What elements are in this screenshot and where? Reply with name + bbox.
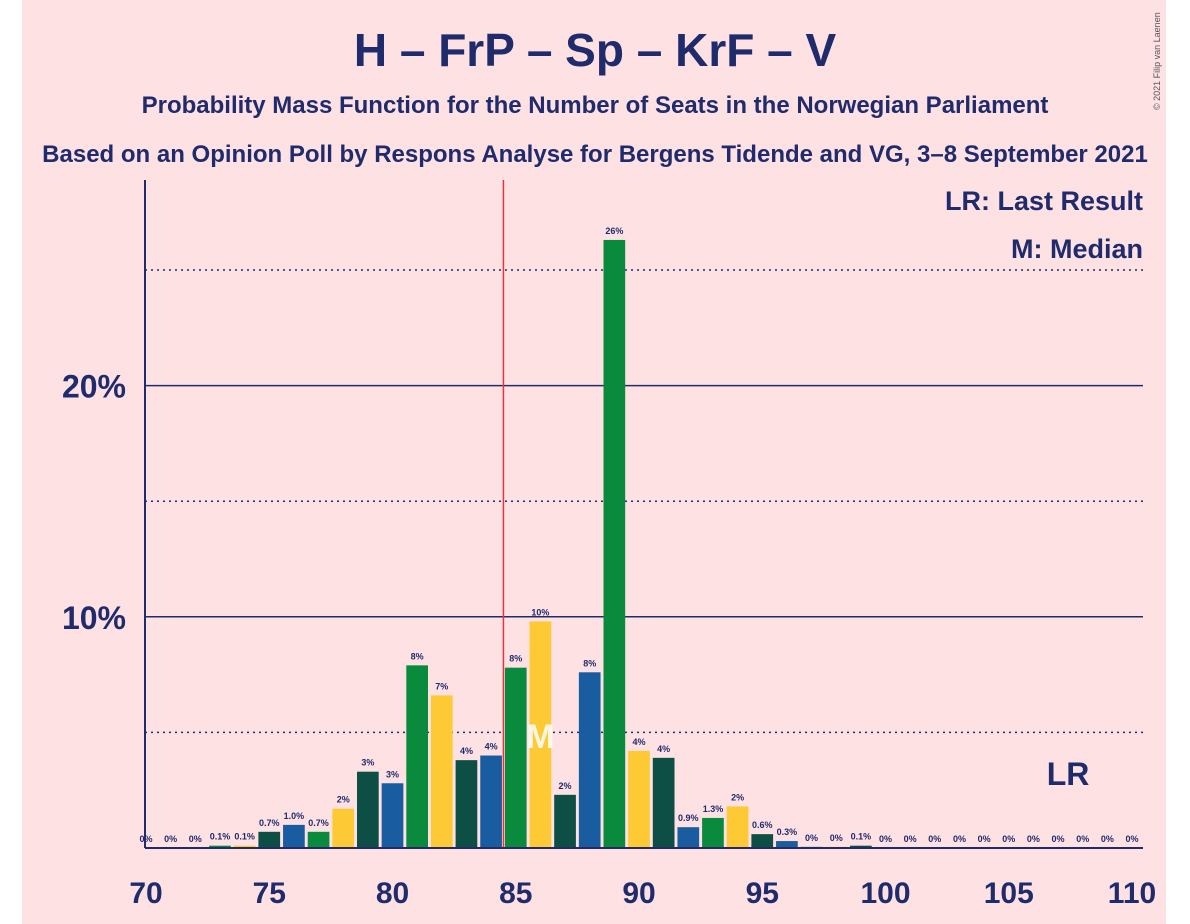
bar-78 — [332, 808, 355, 848]
bar-label-82: 7% — [435, 681, 448, 691]
bar-94 — [726, 806, 749, 848]
bar-80 — [381, 783, 404, 848]
x-tick-75: 75 — [253, 877, 286, 910]
legend-last-result: LR: Last Result — [945, 186, 1143, 216]
bar-87 — [554, 794, 576, 848]
last-result-marker: LR — [1047, 756, 1090, 792]
bar-label-101: 0% — [904, 834, 917, 844]
bar-90 — [628, 750, 650, 848]
bar-label-72: 0% — [189, 834, 202, 844]
bar-label-81: 8% — [411, 651, 424, 661]
outer-white-border-left — [0, 0, 22, 924]
legend-median: M: Median — [1011, 234, 1143, 264]
bar-label-86: 10% — [531, 607, 549, 617]
bar-label-91: 4% — [657, 744, 670, 754]
bar-label-85: 8% — [509, 654, 522, 664]
bar-label-90: 4% — [632, 737, 645, 747]
bar-86 — [529, 621, 552, 848]
bar-82 — [430, 695, 453, 848]
bar-label-109: 0% — [1101, 834, 1114, 844]
bar-92 — [677, 827, 700, 848]
bar-label-110: 0% — [1125, 834, 1138, 844]
y-tick-10: 10% — [62, 600, 126, 636]
bar-label-80: 3% — [386, 769, 399, 779]
bar-label-105: 0% — [1002, 834, 1015, 844]
x-tick-100: 100 — [860, 877, 910, 910]
bar-label-107: 0% — [1052, 834, 1065, 844]
bar-label-79: 3% — [361, 758, 374, 768]
y-tick-labels: 10% 20% — [62, 369, 126, 636]
outer-white-border-right — [1166, 0, 1190, 924]
bar-77 — [307, 831, 330, 848]
bar-label-97: 0% — [805, 833, 818, 843]
x-tick-labels: 70 75 80 85 90 95 100 105 110 — [129, 877, 1156, 910]
bar-label-87: 2% — [559, 781, 572, 791]
bar-label-75: 0.7% — [259, 818, 280, 828]
x-tick-85: 85 — [499, 877, 532, 910]
bar-label-104: 0% — [978, 834, 991, 844]
x-tick-90: 90 — [622, 877, 655, 910]
bar-label-106: 0% — [1027, 834, 1040, 844]
y-tick-20: 20% — [62, 369, 126, 405]
x-tick-70: 70 — [129, 877, 162, 910]
x-tick-95: 95 — [746, 877, 779, 910]
bar-label-99: 0.1% — [851, 832, 872, 842]
bar-75 — [258, 831, 281, 848]
bar-84 — [480, 755, 502, 848]
bar-label-78: 2% — [337, 795, 350, 805]
chart-subtitle: Probability Mass Function for the Number… — [142, 92, 1049, 119]
bar-81 — [406, 665, 428, 848]
x-tick-105: 105 — [984, 877, 1034, 910]
copyright-text: © 2021 Filip van Laenen — [1152, 12, 1162, 110]
bar-91 — [652, 757, 675, 848]
bar-label-108: 0% — [1076, 834, 1089, 844]
bar-73 — [209, 845, 231, 848]
bar-label-77: 0.7% — [308, 818, 329, 828]
bar-label-96: 0.3% — [777, 827, 798, 837]
bar-label-73: 0.1% — [210, 832, 231, 842]
bar-label-88: 8% — [583, 658, 596, 668]
bar-83 — [455, 760, 478, 848]
bar-label-100: 0% — [879, 834, 892, 844]
bar-label-98: 0% — [830, 833, 843, 843]
bar-label-102: 0% — [928, 834, 941, 844]
bar-95 — [751, 834, 774, 848]
bar-label-71: 0% — [164, 834, 177, 844]
bar-79 — [357, 771, 379, 848]
bar-label-89: 26% — [605, 226, 623, 236]
bars — [209, 239, 872, 849]
median-marker: M — [526, 718, 554, 756]
x-tick-110: 110 — [1108, 877, 1156, 910]
x-tick-80: 80 — [376, 877, 409, 910]
bar-93 — [702, 817, 724, 848]
bar-76 — [283, 824, 305, 848]
bar-74 — [233, 845, 256, 848]
bar-99 — [850, 845, 872, 848]
bar-89 — [603, 239, 626, 849]
bar-88 — [578, 672, 601, 848]
bar-label-83: 4% — [460, 746, 473, 756]
gridlines — [145, 269, 1143, 734]
bar-label-76: 1.0% — [284, 811, 305, 821]
bar-85 — [504, 667, 527, 848]
bar-label-74: 0.1% — [234, 832, 255, 842]
chart-title: H – FrP – Sp – KrF – V — [354, 24, 837, 76]
bar-label-94: 2% — [731, 792, 744, 802]
bar-labels: 0%0%0%0.1%0.1%0.7%1.0%0.7%2%3%3%8%7%4%4%… — [139, 226, 1138, 844]
bar-label-95: 0.6% — [752, 820, 773, 830]
chart-subtitle-2: Based on an Opinion Poll by Respons Anal… — [42, 141, 1148, 168]
bar-label-92: 0.9% — [678, 813, 699, 823]
bar-label-103: 0% — [953, 834, 966, 844]
bar-label-84: 4% — [485, 742, 498, 752]
bar-label-93: 1.3% — [703, 804, 724, 814]
bar-96 — [776, 841, 798, 848]
